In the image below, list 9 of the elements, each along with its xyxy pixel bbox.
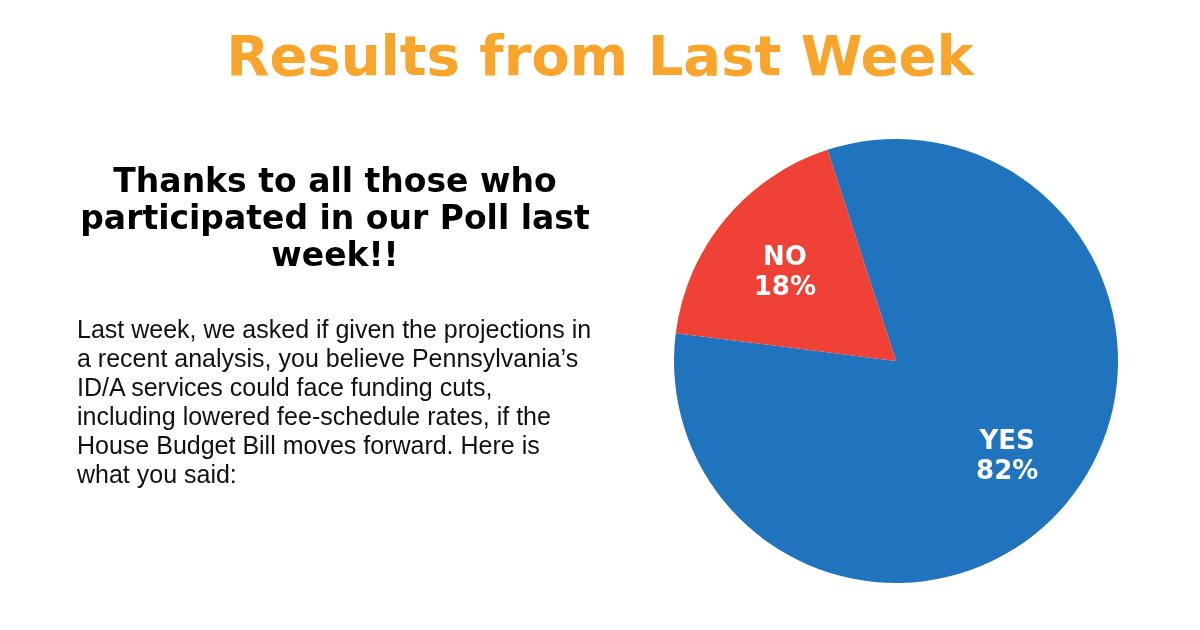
text: Last week, we asked if given the projections in a recent analysis, you believe Pennsylvania’s ID/A services could face funding cuts, including lowered fee-schedule rates, if the House Budget Bill moves forward. Here is what you said: [76,315,592,488]
slice-label: YES [978,424,1035,455]
data-label: 18% [753,271,816,302]
data-label: 82% [976,454,1039,485]
slice-label: NO [762,241,807,272]
chart-title: Results from Last Week [226,23,976,88]
pie-slice [675,149,896,361]
pie-slice [674,139,1118,583]
text: Thanks to all those who participated in our Poll last week!! [80,161,590,274]
